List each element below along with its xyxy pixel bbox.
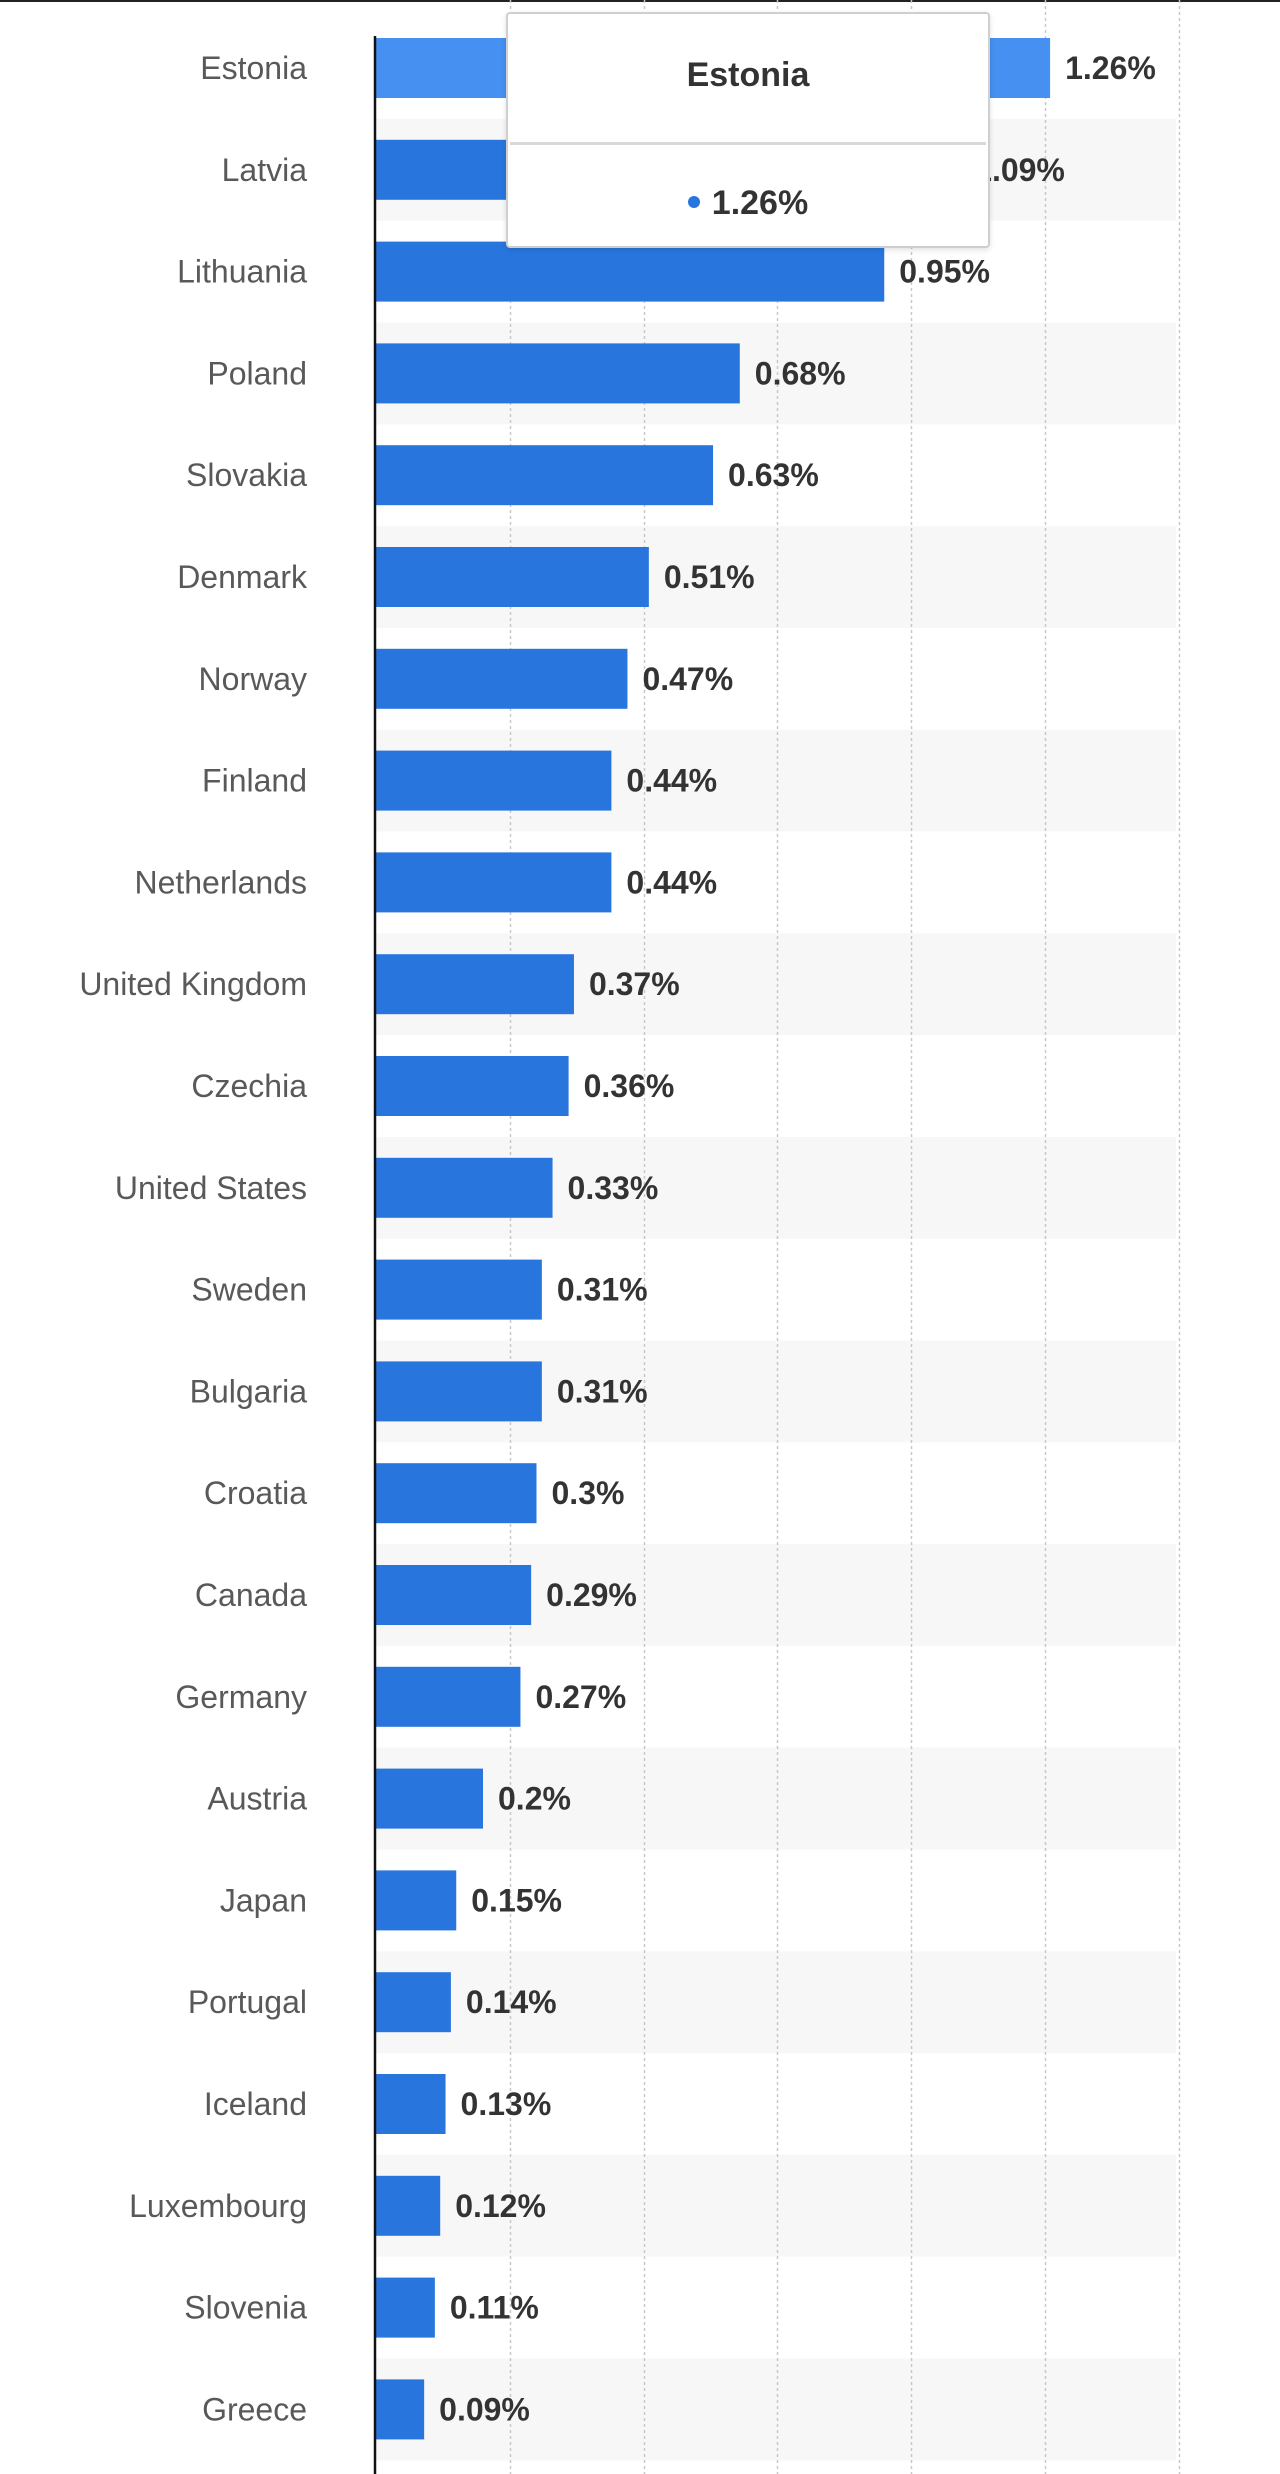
value-label: 0.14% bbox=[466, 1984, 557, 2020]
value-label: 0.12% bbox=[455, 2188, 546, 2224]
bar bbox=[376, 445, 714, 506]
bar bbox=[376, 2074, 446, 2134]
value-label: 0.63% bbox=[728, 457, 819, 493]
row-band bbox=[376, 1747, 1176, 1850]
bar bbox=[376, 1870, 457, 1931]
bar bbox=[376, 1361, 542, 1422]
category-label: Sweden bbox=[191, 1272, 307, 1308]
category-label: Norway bbox=[199, 661, 307, 697]
category-label: Germany bbox=[175, 1679, 307, 1715]
category-label: Denmark bbox=[177, 559, 308, 595]
category-label: Croatia bbox=[204, 1475, 307, 1511]
tooltip-body: 1.26% bbox=[508, 184, 988, 223]
bar bbox=[376, 241, 885, 302]
category-label: Bulgaria bbox=[190, 1373, 308, 1409]
category-label: Iceland bbox=[204, 2086, 307, 2122]
value-label: 0.27% bbox=[535, 1679, 626, 1715]
category-label: Slovakia bbox=[186, 457, 307, 493]
bar bbox=[376, 343, 740, 404]
value-label: 0.3% bbox=[552, 1475, 625, 1511]
bar bbox=[376, 1768, 483, 1829]
value-label: 0.31% bbox=[557, 1272, 648, 1308]
category-label: Luxembourg bbox=[129, 2188, 307, 2224]
category-label: Canada bbox=[195, 1577, 307, 1613]
bar bbox=[376, 1565, 532, 1625]
bar bbox=[376, 852, 612, 913]
row-band bbox=[376, 1951, 1176, 2054]
value-label: 0.31% bbox=[557, 1373, 648, 1409]
bar bbox=[376, 1259, 542, 1320]
category-label: Greece bbox=[202, 2391, 307, 2427]
category-label: Portugal bbox=[188, 1984, 307, 2020]
bar bbox=[376, 2277, 435, 2338]
bar bbox=[376, 1972, 451, 2033]
value-label: 0.2% bbox=[498, 1781, 571, 1817]
category-label: Netherlands bbox=[134, 864, 307, 900]
category-label: United States bbox=[115, 1170, 307, 1206]
bar bbox=[376, 1157, 553, 1218]
bar bbox=[376, 547, 649, 607]
chart-tooltip: Estonia 1.26% bbox=[506, 12, 990, 248]
value-label: 0.13% bbox=[461, 2086, 552, 2122]
category-label: Japan bbox=[220, 1882, 307, 1918]
category-label: Poland bbox=[207, 355, 307, 391]
row-band bbox=[376, 2358, 1176, 2461]
value-label: 0.44% bbox=[626, 864, 717, 900]
category-label: Austria bbox=[207, 1781, 307, 1817]
bar bbox=[376, 750, 612, 811]
bar bbox=[376, 2379, 425, 2440]
bar bbox=[376, 648, 628, 709]
category-label: United Kingdom bbox=[79, 966, 307, 1002]
bar bbox=[376, 2175, 441, 2236]
category-label: Latvia bbox=[222, 152, 308, 188]
top-border bbox=[0, 0, 1280, 2]
tooltip-divider bbox=[510, 142, 986, 145]
tooltip-value: 1.26% bbox=[711, 184, 809, 222]
bar bbox=[376, 954, 574, 1015]
value-label: 0.51% bbox=[664, 559, 755, 595]
value-label: 0.95% bbox=[899, 254, 990, 290]
bar bbox=[376, 1666, 521, 1727]
value-label: 0.68% bbox=[755, 355, 846, 391]
category-label: Finland bbox=[202, 763, 307, 799]
value-label: 0.36% bbox=[584, 1068, 675, 1104]
row-band bbox=[376, 2154, 1176, 2257]
value-label: 0.33% bbox=[568, 1170, 659, 1206]
value-label: 0.29% bbox=[546, 1577, 637, 1613]
bar bbox=[376, 1056, 569, 1116]
category-label: Slovenia bbox=[184, 2290, 307, 2326]
value-label: 0.15% bbox=[471, 1882, 562, 1918]
series-dot-icon bbox=[687, 196, 700, 209]
tooltip-title: Estonia bbox=[686, 56, 810, 94]
value-label: 0.11% bbox=[450, 2290, 539, 2326]
value-label: 0.09% bbox=[439, 2391, 530, 2427]
value-label: 0.44% bbox=[626, 763, 717, 799]
value-label: 0.47% bbox=[642, 661, 733, 697]
value-label: 1.26% bbox=[1065, 50, 1156, 86]
category-label: Estonia bbox=[200, 50, 307, 86]
category-label: Lithuania bbox=[177, 254, 307, 290]
category-label: Czechia bbox=[191, 1068, 307, 1104]
bar bbox=[376, 1463, 537, 1524]
value-label: 0.37% bbox=[589, 966, 680, 1002]
